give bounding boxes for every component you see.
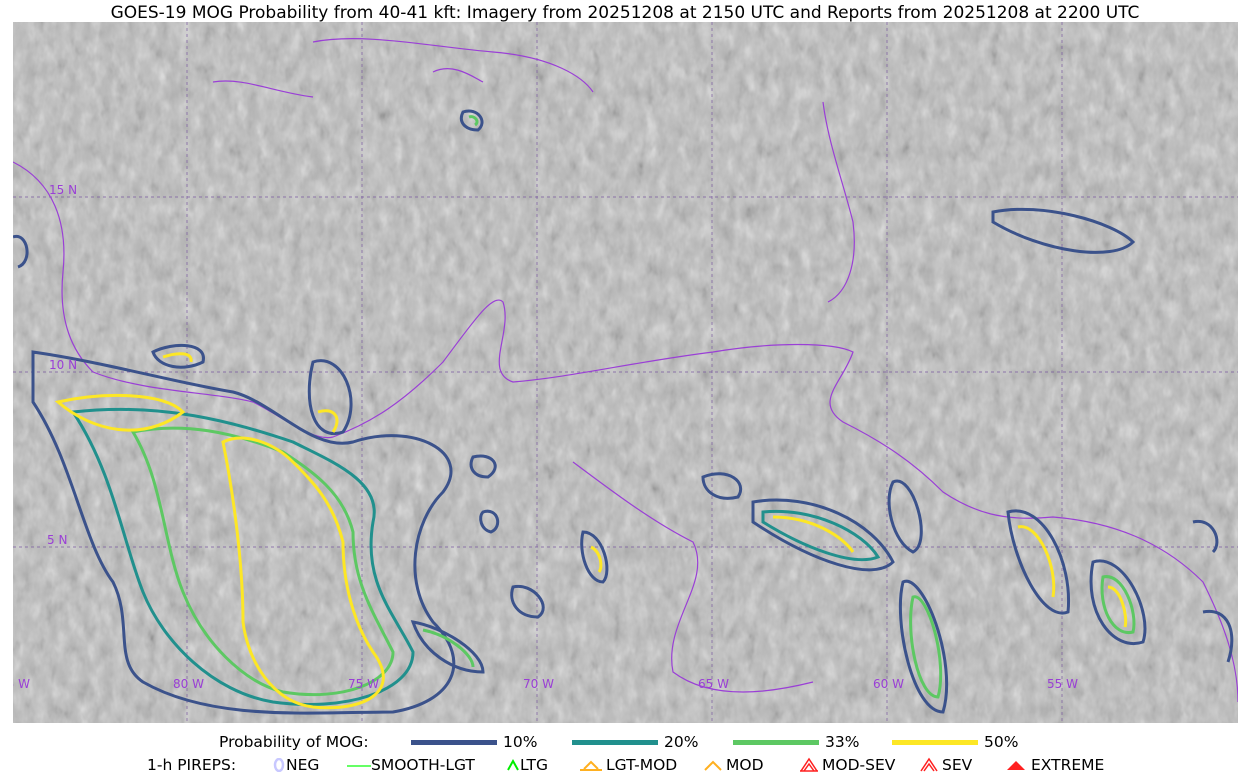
lon-label: 80 W: [173, 677, 204, 691]
satellite-map: 15 N 10 N 5 N 85 W 80 W 75 W 70 W 65 W 6…: [13, 22, 1238, 723]
legend-title: 1-h PIREPS:: [147, 756, 237, 774]
legend-label: EXTREME: [1031, 756, 1105, 774]
line-swatch-icon: [572, 739, 658, 745]
lat-label: 10 N: [49, 358, 77, 372]
grid-lines: [13, 22, 1238, 723]
legend-label: 20%: [664, 733, 699, 751]
double-caret-icon: [800, 757, 818, 772]
lon-label: 65 W: [698, 677, 729, 691]
legend-label: MOD: [726, 756, 764, 774]
legend-label: SEV: [942, 756, 973, 774]
legend-label: NEG: [286, 756, 320, 774]
lon-label: 75 W: [348, 677, 379, 691]
legend-item-20: 20%: [572, 733, 698, 751]
legend-label: 10%: [503, 733, 538, 751]
lat-labels: 15 N 10 N 5 N: [47, 183, 77, 547]
legend-label: MOD-SEV: [822, 756, 896, 774]
lon-label: 85 W: [13, 677, 30, 691]
legend-title: Probability of MOG:: [219, 733, 369, 751]
legend-item-50: 50%: [892, 733, 1018, 751]
caret-icon: [704, 760, 722, 771]
lon-label: 60 W: [873, 677, 904, 691]
legend-item-33: 33%: [733, 733, 859, 751]
lon-label: 70 W: [523, 677, 554, 691]
legend-item-10: 10%: [411, 733, 537, 751]
filled-triangle-icon: [1007, 761, 1025, 770]
lon-label: 55 W: [1047, 677, 1078, 691]
lon-labels: 85 W 80 W 75 W 70 W 65 W 60 W 55 W: [13, 677, 1078, 691]
line-swatch-icon: [411, 739, 497, 745]
line-swatch-icon: [733, 739, 819, 745]
mog-contours: [13, 109, 1234, 715]
line-swatch-icon: [892, 739, 978, 745]
caret-bar-icon: [580, 760, 602, 771]
legend-label: LGT-MOD: [606, 756, 678, 774]
legend-label: 33%: [825, 733, 860, 751]
neg-circle-icon: [273, 758, 285, 772]
chart-title: GOES-19 MOG Probability from 40-41 kft: …: [110, 3, 1140, 23]
line-icon: [347, 765, 371, 767]
double-caret-icon: [920, 757, 938, 772]
legend-label: SMOOTH-LGT: [371, 756, 475, 774]
legend-label: LTG: [520, 756, 548, 774]
caret-icon: [507, 758, 519, 771]
lat-label: 5 N: [47, 533, 67, 547]
legend-label: 50%: [984, 733, 1019, 751]
lat-label: 15 N: [49, 183, 77, 197]
